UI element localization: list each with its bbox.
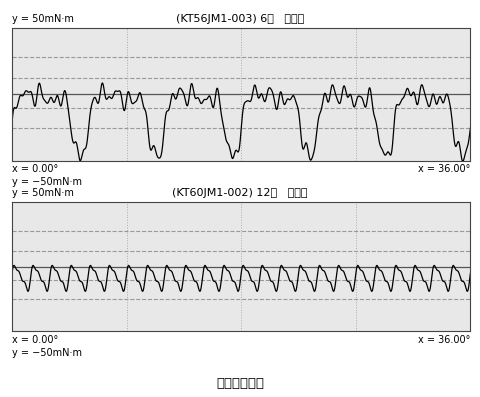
- Text: y = −50mN·m: y = −50mN·m: [12, 348, 82, 358]
- Text: (KT60JM1-002) 12极   有微调: (KT60JM1-002) 12极 有微调: [172, 189, 308, 198]
- Text: 齿槽转矩比较: 齿槽转矩比较: [216, 377, 264, 390]
- Text: x = 36.00°: x = 36.00°: [418, 335, 470, 345]
- Text: y = 50mN·m: y = 50mN·m: [12, 188, 74, 198]
- Text: x = 0.00°: x = 0.00°: [12, 164, 58, 174]
- Text: y = −50mN·m: y = −50mN·m: [12, 177, 82, 187]
- Text: (KT56JM1-003) 6极   无微调: (KT56JM1-003) 6极 无微调: [176, 14, 304, 24]
- Text: x = 36.00°: x = 36.00°: [418, 164, 470, 174]
- Text: y = 50mN·m: y = 50mN·m: [12, 14, 74, 24]
- Text: x = 0.00°: x = 0.00°: [12, 335, 58, 345]
